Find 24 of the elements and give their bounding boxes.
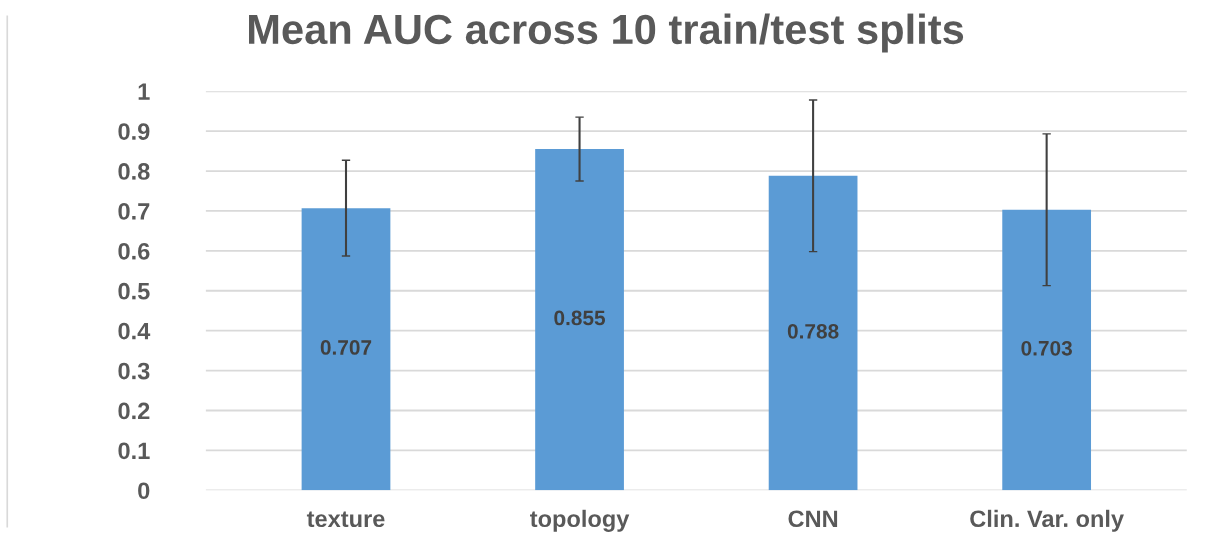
x-tick-label: Clin. Var. only — [970, 509, 1124, 532]
y-tick-label: 0.4 — [118, 322, 151, 340]
y-tick-label: 0.8 — [118, 163, 150, 180]
data-label: 0.707 — [320, 340, 372, 355]
x-tick-label: CNN — [788, 510, 838, 528]
y-tick-label: 0.5 — [118, 282, 150, 300]
y-tick-label: 0.6 — [118, 242, 150, 260]
data-label: 0.855 — [554, 310, 606, 326]
x-tick-label: texture — [306, 511, 385, 528]
data-label: 0.788 — [787, 323, 839, 339]
y-tick-label: 0.2 — [118, 402, 150, 420]
x-tick-label: topology — [530, 509, 630, 532]
chart-title: Mean AUC across 10 train/test splits — [249, 13, 964, 53]
y-tick-label: 0.3 — [118, 362, 150, 380]
y-tick-label: 0.1 — [118, 442, 150, 460]
bar — [301, 208, 391, 491]
y-tick-label: 0 — [138, 482, 150, 500]
bar — [535, 149, 624, 491]
data-label: 0.703 — [1021, 340, 1072, 356]
y-tick-label: 0.7 — [118, 203, 150, 220]
y-tick-label: 0.9 — [118, 123, 150, 140]
y-tick-label: 1 — [138, 83, 150, 100]
bar — [768, 175, 858, 491]
bar — [1002, 209, 1092, 491]
